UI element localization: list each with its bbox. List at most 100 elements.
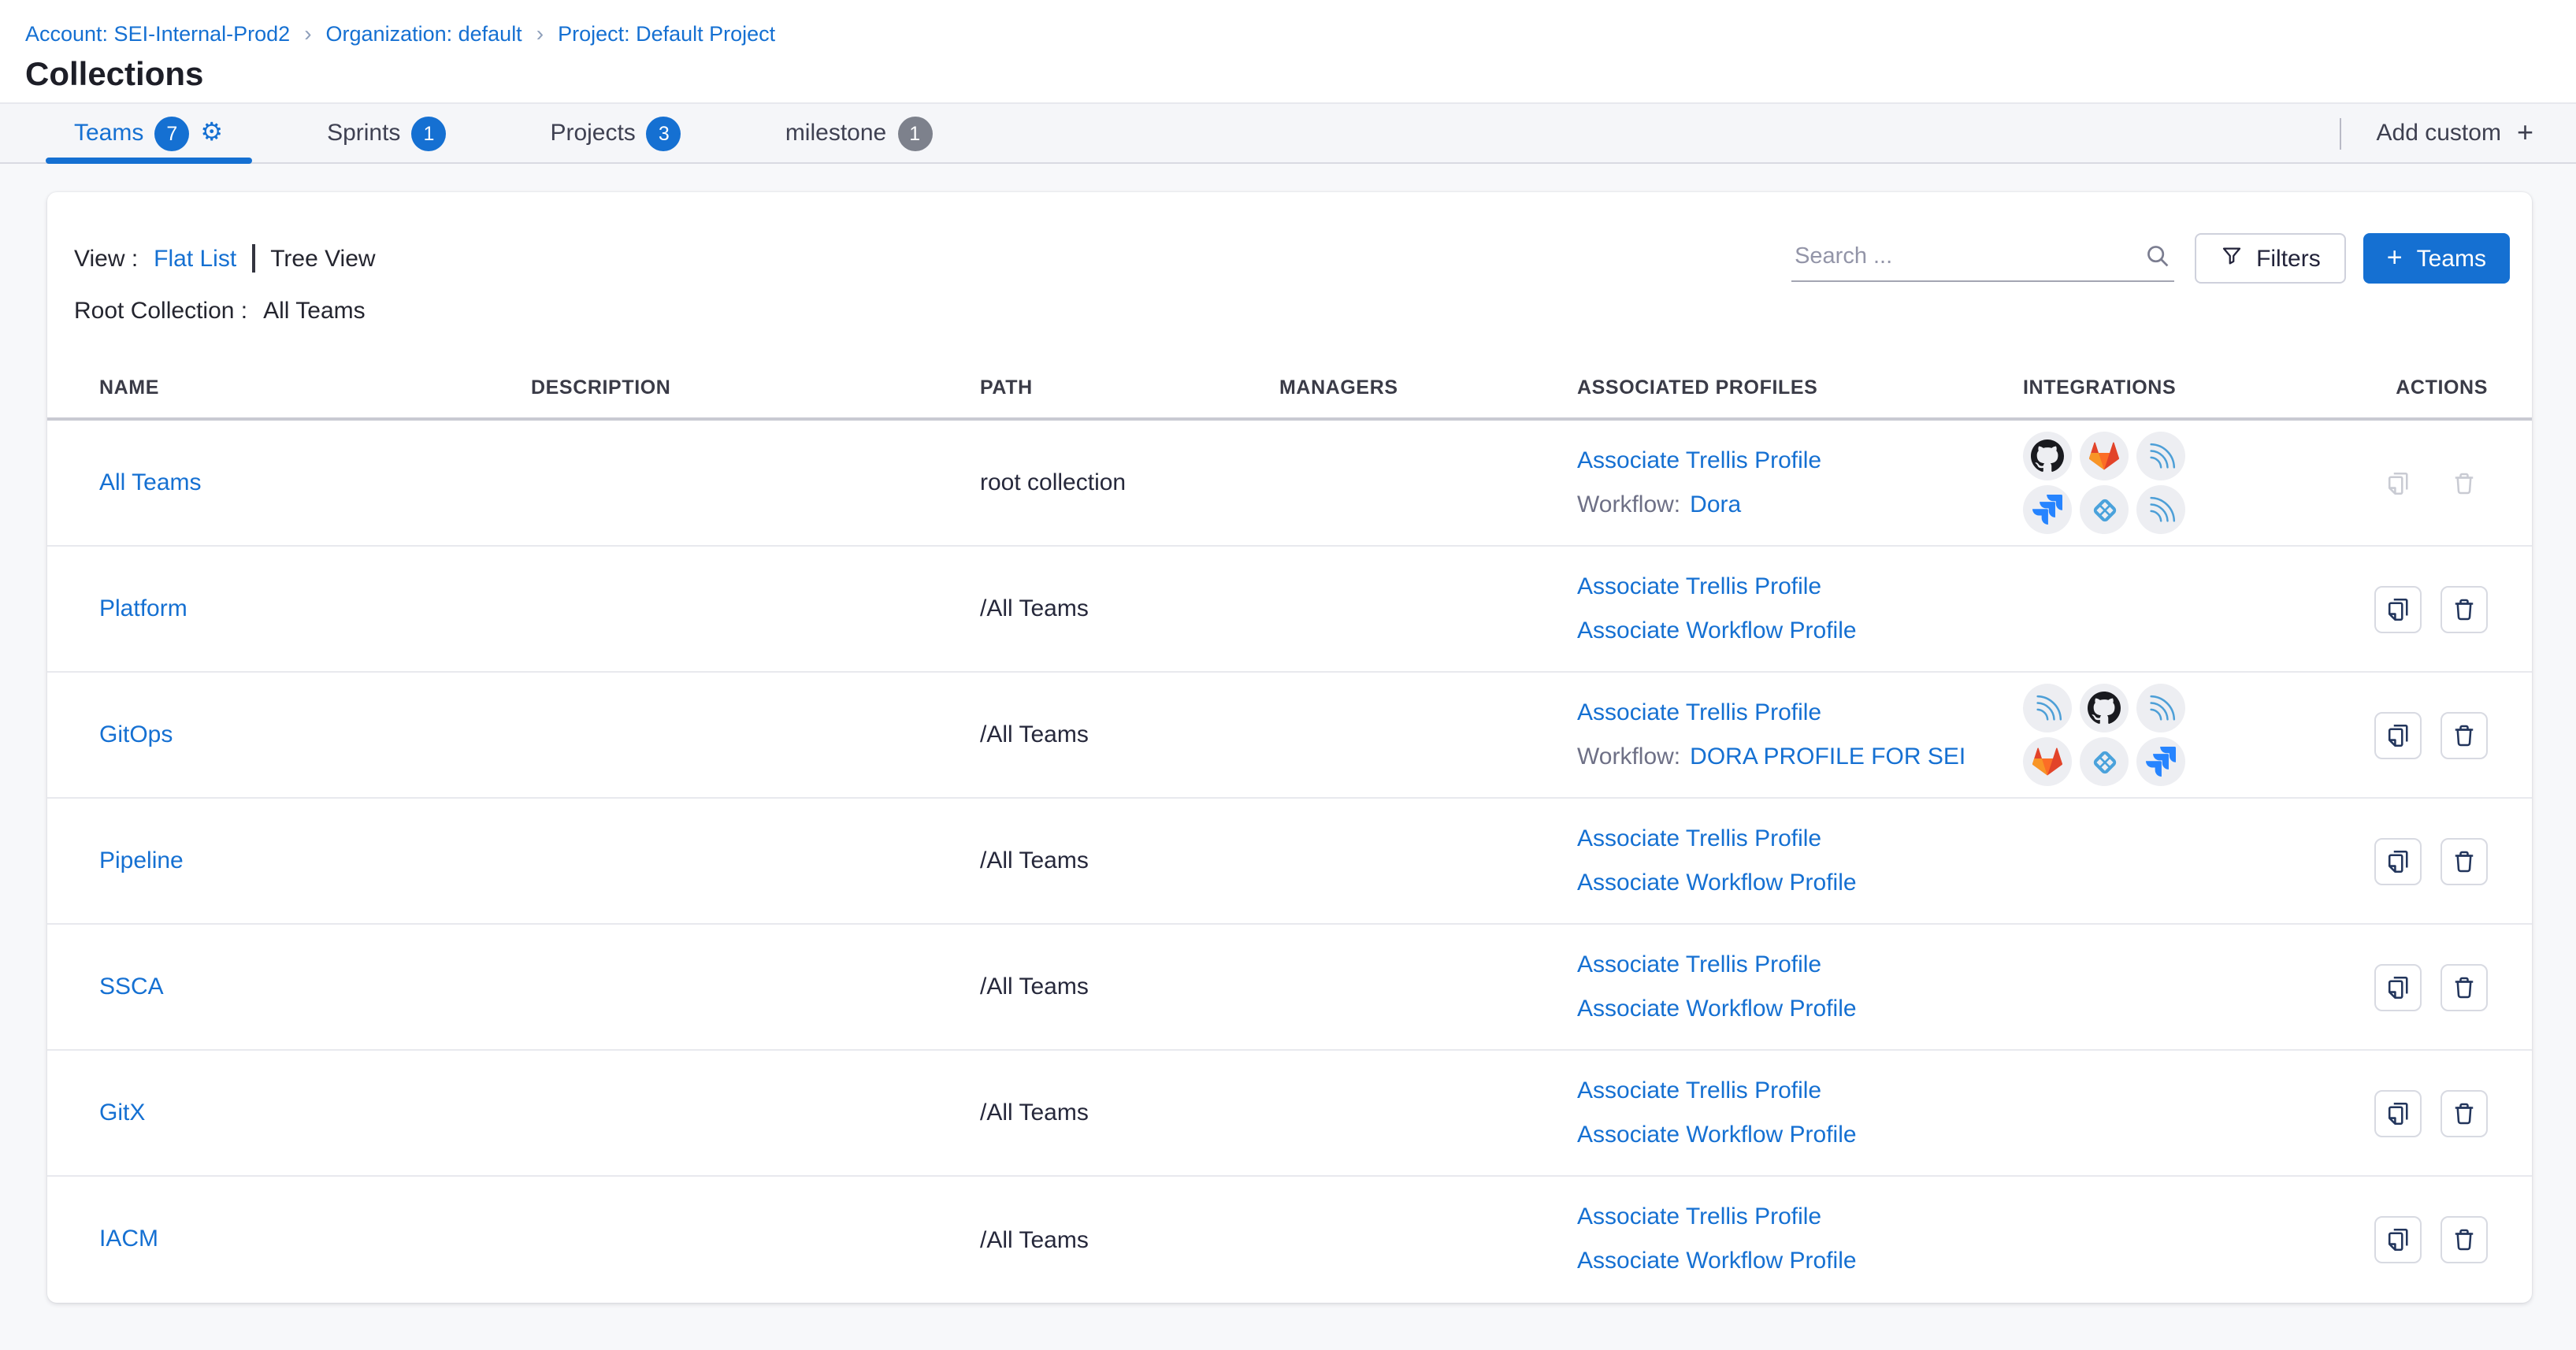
add-custom-area: Add custom + <box>2339 104 2533 162</box>
copy-button[interactable] <box>2374 711 2422 758</box>
collection-name-link[interactable]: IACM <box>99 1226 158 1252</box>
tab-sprints[interactable]: Sprints 1 <box>299 104 474 162</box>
add-teams-button[interactable]: + Teams <box>2363 233 2510 284</box>
tab-projects[interactable]: Projects 3 <box>522 104 709 162</box>
associate-trellis-profile-link[interactable]: Associate Trellis Profile <box>1577 699 1822 725</box>
search-icon <box>2144 243 2171 277</box>
workflow-profile-link[interactable]: Dora <box>1690 491 1742 517</box>
associate-workflow-profile-link[interactable]: Associate Workflow Profile <box>1577 1248 1857 1274</box>
header-path: PATH <box>980 376 1033 399</box>
github-icon <box>2023 432 2072 480</box>
tab-milestone[interactable]: milestone 1 <box>757 104 960 162</box>
root-collection-value: All Teams <box>263 298 366 325</box>
plus-icon: + <box>2386 243 2403 273</box>
collection-name-link[interactable]: All Teams <box>99 469 202 495</box>
delete-button[interactable] <box>2441 1216 2488 1263</box>
tab-teams[interactable]: Teams 7 ⚙ <box>46 104 251 164</box>
table-row: SSCA /All Teams Associate Trellis Profil… <box>47 925 2532 1051</box>
delete-button[interactable] <box>2441 1089 2488 1137</box>
copy-button <box>2374 459 2422 506</box>
associated-profiles-cell: Associate Trellis Profile Associate Work… <box>1577 943 2023 1031</box>
header-actions: ACTIONS <box>2396 376 2488 399</box>
integrations-cell <box>2023 432 2199 534</box>
jira-icon <box>2023 485 2072 534</box>
table-row: Pipeline /All Teams Associate Trellis Pr… <box>47 799 2532 925</box>
associate-trellis-profile-link[interactable]: Associate Trellis Profile <box>1577 447 1822 473</box>
actions-cell <box>2285 837 2532 885</box>
copy-button[interactable] <box>2374 837 2422 885</box>
tab-teams-label: Teams <box>74 120 144 146</box>
delete-button[interactable] <box>2441 711 2488 758</box>
copy-button[interactable] <box>2374 1089 2422 1137</box>
toolbar: View : Flat List Tree View <box>47 233 2532 284</box>
header-integrations: INTEGRATIONS <box>2023 376 2177 399</box>
github-icon <box>2080 684 2129 732</box>
associate-trellis-profile-link[interactable]: Associate Trellis Profile <box>1577 573 1822 599</box>
actions-cell <box>2285 1216 2532 1263</box>
delete-button[interactable] <box>2441 585 2488 632</box>
associate-workflow-profile-link[interactable]: Associate Workflow Profile <box>1577 1121 1857 1148</box>
arcs-icon <box>2136 432 2185 480</box>
collection-name-link[interactable]: Platform <box>99 595 187 621</box>
breadcrumb-organization-link[interactable]: Organization: default <box>325 21 522 45</box>
associate-trellis-profile-link[interactable]: Associate Trellis Profile <box>1577 825 1822 851</box>
delete-button <box>2441 459 2488 506</box>
collection-name-link[interactable]: SSCA <box>99 973 164 1000</box>
view-switcher: View : Flat List Tree View <box>74 244 376 273</box>
page-title: Collections <box>25 57 204 93</box>
associated-profiles-cell: Associate Trellis Profile Associate Work… <box>1577 817 2023 905</box>
path-cell: /All Teams <box>980 595 1089 622</box>
search-box <box>1791 235 2175 282</box>
delete-button[interactable] <box>2441 837 2488 885</box>
tab-sprints-count-badge: 1 <box>411 116 447 150</box>
add-custom-button[interactable]: Add custom + <box>2377 117 2533 150</box>
associate-trellis-profile-link[interactable]: Associate Trellis Profile <box>1577 951 1822 977</box>
breadcrumb-project-link[interactable]: Project: Default Project <box>558 21 776 45</box>
tab-sprints-label: Sprints <box>327 120 401 146</box>
filters-label: Filters <box>2256 245 2321 272</box>
jira-icon <box>2136 737 2185 786</box>
tab-milestone-count-badge: 1 <box>897 116 933 150</box>
diamond-grid-icon <box>2080 485 2129 534</box>
header-managers: MANAGERS <box>1279 376 1398 399</box>
breadcrumb-account-link[interactable]: Account: SEI-Internal-Prod2 <box>25 21 291 45</box>
table-row: IACM /All Teams Associate Trellis Profil… <box>47 1177 2532 1303</box>
associate-workflow-profile-link[interactable]: Associate Workflow Profile <box>1577 869 1857 896</box>
copy-button[interactable] <box>2374 963 2422 1011</box>
tree-view-link[interactable]: Tree View <box>270 245 376 272</box>
associate-workflow-profile-link[interactable]: Associate Workflow Profile <box>1577 995 1857 1022</box>
workflow-profile-link[interactable]: DORA PROFILE FOR SEI <box>1690 743 1966 770</box>
associate-trellis-profile-link[interactable]: Associate Trellis Profile <box>1577 1077 1822 1103</box>
path-cell: /All Teams <box>980 721 1089 748</box>
add-teams-label: Teams <box>2416 245 2486 272</box>
tab-milestone-label: milestone <box>785 120 887 146</box>
associate-trellis-profile-link[interactable]: Associate Trellis Profile <box>1577 1204 1822 1230</box>
collection-name-link[interactable]: GitX <box>99 1099 146 1126</box>
associated-profiles-cell: Associate Trellis Profile Workflow: DORA… <box>1577 691 2023 779</box>
table-row: GitX /All Teams Associate Trellis Profil… <box>47 1051 2532 1177</box>
workflow-label: Workflow: <box>1577 491 1681 517</box>
copy-button[interactable] <box>2374 1216 2422 1263</box>
chevron-right-icon: › <box>304 20 312 46</box>
divider <box>2339 117 2342 149</box>
copy-button[interactable] <box>2374 585 2422 632</box>
associated-profiles-cell: Associate Trellis Profile Associate Work… <box>1577 1196 2023 1284</box>
actions-cell <box>2285 963 2532 1011</box>
divider <box>252 244 255 273</box>
path-cell: /All Teams <box>980 1226 1089 1253</box>
search-input[interactable] <box>1791 235 2175 282</box>
flat-list-link[interactable]: Flat List <box>154 245 237 272</box>
delete-button[interactable] <box>2441 963 2488 1011</box>
actions-cell <box>2285 1089 2532 1137</box>
tab-teams-count-badge: 7 <box>154 116 190 150</box>
gear-icon[interactable]: ⚙ <box>200 119 224 146</box>
associate-workflow-profile-link[interactable]: Associate Workflow Profile <box>1577 617 1857 643</box>
filters-button[interactable]: Filters <box>2195 233 2346 284</box>
associated-profiles-cell: Associate Trellis Profile Associate Work… <box>1577 1069 2023 1157</box>
table-row: All Teams root collection Associate Trel… <box>47 421 2532 547</box>
add-custom-label: Add custom <box>2376 120 2501 146</box>
collection-name-link[interactable]: Pipeline <box>99 847 184 873</box>
root-collection-label: Root Collection : <box>74 298 248 325</box>
collection-name-link[interactable]: GitOps <box>99 721 173 747</box>
view-label: View : <box>74 245 139 272</box>
